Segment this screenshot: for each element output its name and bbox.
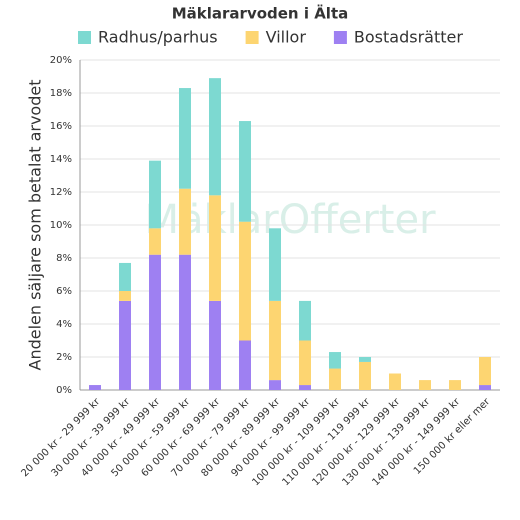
bar-segment [149,160,161,229]
bar-segment [299,300,311,341]
bar-segment [329,352,341,369]
bar-segment [209,78,221,196]
legend-label: Villor [266,28,307,47]
bar-segment [269,300,281,381]
bar-segment [239,121,251,222]
bar-segment [149,254,161,390]
bar-segment [119,300,131,390]
y-tick-label: 18% [50,88,72,99]
legend-swatch [333,31,347,44]
bar-segment [359,357,371,362]
bar-segment [179,88,191,189]
y-tick-label: 2% [56,352,72,363]
y-axis-label: Andelen säljare som betalat arvodet [26,80,45,371]
legend-swatch [78,31,91,44]
y-tick-label: 4% [56,319,72,330]
bar-segment [299,385,311,390]
bar-segment [389,373,401,390]
legend-label: Radhus/parhus [98,28,218,47]
bar-segment [89,385,101,390]
y-tick-label: 10% [50,220,72,231]
y-tick-label: 0% [56,385,72,396]
bar-segment [479,357,491,386]
bar-segment [479,385,491,390]
chart-title: Mäklararvoden i Älta [172,4,349,23]
bar-segment [269,228,281,301]
watermark: MäklarOfferter [144,197,436,243]
y-tick-label: 8% [56,253,72,264]
bar-segment [179,254,191,390]
bar-segment [239,221,251,341]
bar-segment [299,340,311,386]
bar-segment [209,195,221,301]
y-tick-label: 14% [50,154,72,165]
legend-label: Bostadsrätter [354,28,463,47]
bar-segment [239,340,251,390]
bar-segment [149,228,161,255]
bar-segment [449,380,461,390]
legend-swatch [245,31,259,44]
bar-segment [419,380,431,390]
bar-segment [359,361,371,390]
y-tick-label: 12% [50,187,72,198]
bar-segment [209,300,221,390]
bar-segment [269,380,281,390]
y-tick-label: 6% [56,286,72,297]
y-tick-label: 20% [50,55,72,66]
bar-segment [329,368,341,390]
y-tick-label: 16% [50,121,72,132]
bar-segment [179,188,191,255]
bar-segment [119,262,131,291]
bar-segment [119,291,131,301]
